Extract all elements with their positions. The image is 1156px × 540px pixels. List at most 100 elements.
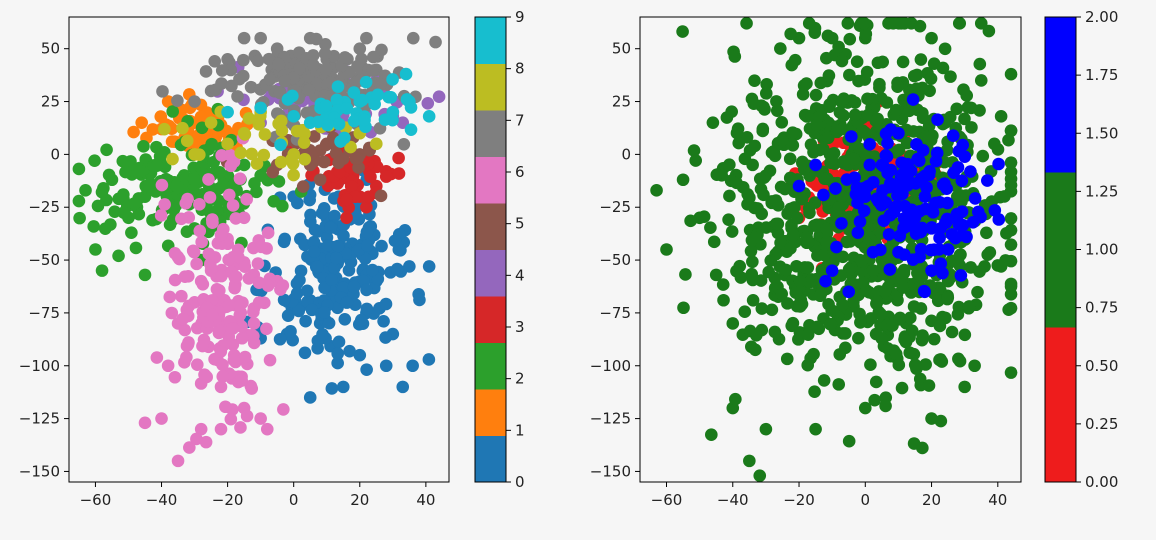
data-point [916, 441, 929, 455]
data-point [830, 240, 843, 254]
data-point [233, 299, 246, 313]
data-point [952, 300, 966, 314]
colorbar-segment [475, 342, 506, 390]
data-point [158, 198, 171, 211]
data-point [340, 193, 353, 206]
data-point [744, 244, 758, 258]
data-point [100, 143, 113, 157]
data-point [788, 201, 801, 214]
data-point [226, 322, 240, 335]
colorbar-segment [475, 110, 506, 157]
data-point [319, 38, 332, 51]
data-point [316, 328, 329, 341]
data-point [801, 358, 815, 372]
data-point [95, 264, 109, 277]
data-point [238, 350, 252, 364]
data-point [321, 118, 334, 132]
colorbar-tick-label: 2.00 [1085, 8, 1118, 26]
data-point [941, 243, 955, 256]
y-tick-label: −125 [19, 410, 60, 428]
data-point [190, 432, 203, 446]
data-point [877, 214, 891, 227]
data-point [351, 59, 364, 73]
data-point [988, 137, 1001, 151]
data-point [956, 138, 970, 152]
data-point [906, 93, 920, 106]
data-point [835, 217, 848, 230]
data-point [397, 138, 411, 151]
data-point [854, 316, 867, 329]
data-point [336, 380, 350, 394]
data-point [102, 168, 116, 182]
colorbar-tick-label: 0.50 [1085, 357, 1118, 375]
data-point [953, 189, 967, 202]
data-point [216, 358, 229, 372]
data-point [287, 168, 300, 182]
colorbar-segment [475, 63, 506, 111]
data-point [390, 262, 404, 276]
x-tick-label: −20 [783, 491, 815, 509]
data-point [1004, 280, 1018, 293]
data-point [903, 346, 917, 360]
data-point [224, 412, 238, 426]
data-point [375, 43, 388, 57]
y-tick-label: 50 [41, 40, 60, 58]
data-point [193, 198, 206, 211]
x-tick-label: −40 [146, 491, 178, 509]
data-point [277, 293, 291, 307]
data-point [329, 251, 343, 265]
data-point [746, 293, 760, 307]
colorbar-tick-label: 7 [515, 111, 525, 129]
data-point [222, 188, 236, 202]
data-point [740, 17, 753, 30]
data-point [754, 274, 768, 287]
data-point [974, 74, 988, 87]
data-point [347, 280, 361, 294]
data-point [817, 248, 831, 262]
data-point [832, 40, 845, 54]
data-point [813, 289, 827, 303]
data-point [971, 285, 984, 299]
data-point [392, 151, 405, 165]
data-point [211, 203, 224, 217]
data-point [234, 146, 248, 160]
data-point [154, 209, 168, 222]
data-point [861, 92, 874, 106]
data-point [879, 399, 892, 413]
colorbar-segment [475, 203, 506, 250]
data-point [769, 194, 783, 207]
data-point [956, 218, 970, 232]
data-point [233, 308, 247, 322]
data-point [138, 268, 152, 282]
data-point [255, 240, 268, 254]
data-point [878, 284, 892, 298]
data-point [895, 381, 909, 395]
data-point [650, 184, 663, 197]
data-point [793, 300, 807, 313]
data-point [199, 435, 213, 449]
data-point [784, 242, 797, 255]
data-point [950, 102, 964, 116]
data-point [968, 359, 981, 373]
data-point [215, 269, 228, 283]
data-point [938, 42, 952, 56]
data-point [161, 359, 175, 373]
data-point [213, 284, 226, 297]
data-point [991, 259, 1005, 272]
data-point [891, 189, 904, 202]
data-point [254, 101, 267, 115]
data-point [1004, 212, 1018, 225]
data-point [371, 88, 385, 102]
data-point [1000, 227, 1013, 240]
data-point [238, 128, 252, 141]
data-point [710, 168, 724, 181]
data-point [339, 247, 353, 260]
data-point [340, 211, 353, 225]
data-point [786, 316, 800, 330]
data-point [188, 95, 201, 108]
data-point [399, 67, 413, 81]
data-point [353, 42, 367, 56]
data-point [796, 155, 809, 169]
data-point [89, 243, 102, 256]
data-point [817, 374, 831, 387]
